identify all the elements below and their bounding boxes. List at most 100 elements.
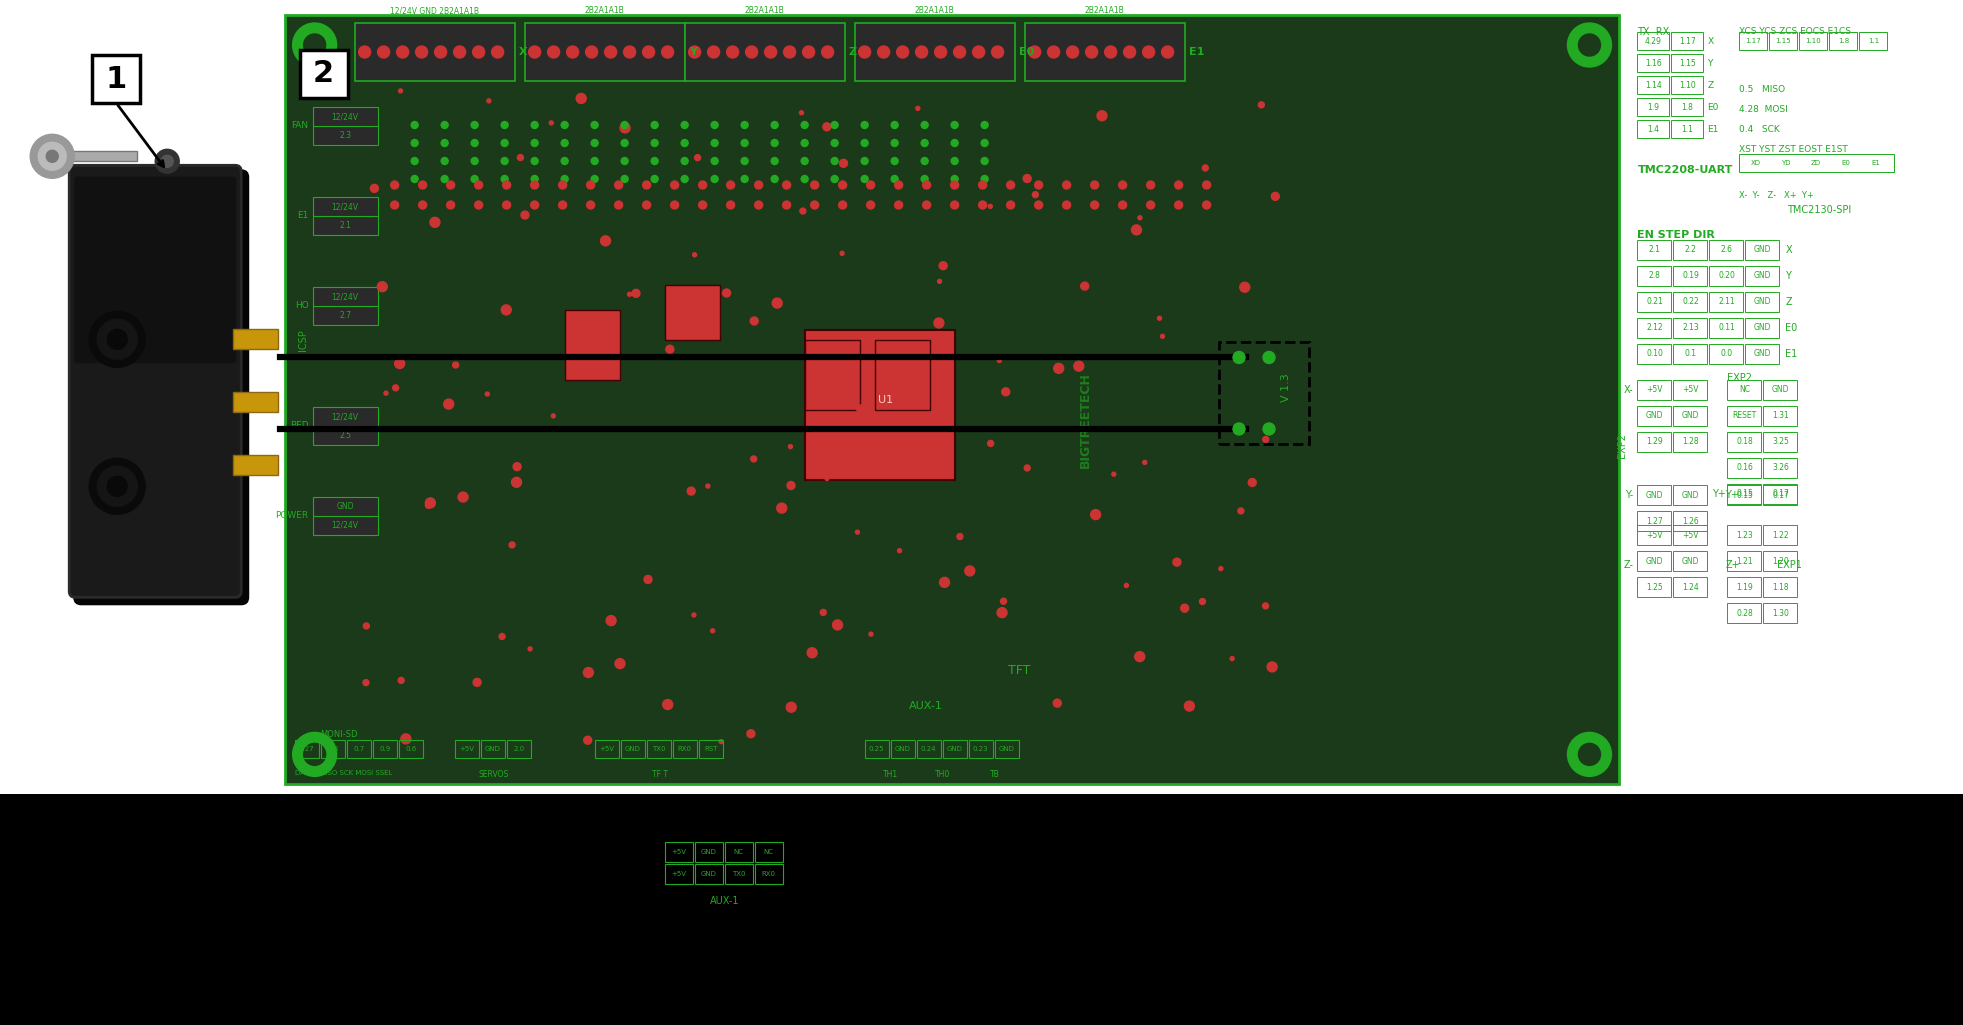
- Circle shape: [620, 139, 628, 147]
- Circle shape: [652, 122, 658, 128]
- Text: 1.20: 1.20: [1773, 557, 1788, 566]
- Circle shape: [870, 632, 874, 637]
- Circle shape: [395, 359, 404, 369]
- Circle shape: [552, 414, 556, 418]
- Circle shape: [471, 175, 479, 182]
- Circle shape: [1231, 657, 1235, 660]
- Circle shape: [891, 158, 899, 164]
- Text: Z: Z: [1708, 81, 1714, 89]
- Circle shape: [1086, 46, 1097, 58]
- Circle shape: [487, 98, 491, 103]
- Circle shape: [742, 158, 748, 164]
- Text: BIGTREETECH: BIGTREETECH: [1080, 372, 1091, 467]
- Circle shape: [938, 261, 948, 270]
- Text: 3.26: 3.26: [1773, 463, 1788, 473]
- Circle shape: [430, 217, 440, 228]
- Text: EXP2: EXP2: [1618, 433, 1627, 457]
- Text: MONI-SD: MONI-SD: [320, 731, 357, 739]
- FancyBboxPatch shape: [312, 287, 377, 306]
- Text: 2.0: 2.0: [512, 746, 524, 752]
- Circle shape: [964, 566, 976, 576]
- FancyBboxPatch shape: [665, 285, 720, 339]
- Text: 0.23: 0.23: [974, 746, 989, 752]
- Circle shape: [923, 201, 930, 209]
- Text: SERVOS: SERVOS: [479, 771, 508, 779]
- Text: GND: GND: [1753, 272, 1771, 281]
- Circle shape: [1001, 387, 1009, 396]
- Circle shape: [620, 123, 630, 133]
- FancyBboxPatch shape: [565, 310, 620, 379]
- Text: 4.28  MOSI: 4.28 MOSI: [1739, 106, 1788, 115]
- Circle shape: [1139, 215, 1142, 219]
- Circle shape: [652, 175, 658, 182]
- Text: GND: GND: [1682, 411, 1700, 420]
- Circle shape: [748, 730, 756, 738]
- Circle shape: [1268, 662, 1278, 672]
- Circle shape: [750, 456, 756, 462]
- Circle shape: [811, 201, 819, 209]
- Circle shape: [1119, 201, 1127, 209]
- Circle shape: [711, 175, 718, 182]
- Circle shape: [950, 201, 958, 209]
- Text: Y: Y: [1708, 58, 1714, 68]
- Circle shape: [1578, 743, 1600, 766]
- Text: HO: HO: [294, 301, 308, 311]
- Circle shape: [771, 158, 777, 164]
- Circle shape: [980, 181, 987, 189]
- Circle shape: [475, 201, 483, 209]
- FancyBboxPatch shape: [312, 107, 377, 126]
- Circle shape: [742, 122, 748, 128]
- Text: 2.12: 2.12: [1647, 324, 1663, 332]
- Text: 1.17: 1.17: [1678, 37, 1696, 45]
- Circle shape: [952, 175, 958, 182]
- Text: 0.8: 0.8: [328, 746, 338, 752]
- Text: +5V: +5V: [671, 871, 687, 877]
- Text: Z-: Z-: [1623, 560, 1633, 570]
- Circle shape: [1219, 567, 1223, 571]
- Circle shape: [605, 46, 616, 58]
- Circle shape: [1239, 508, 1245, 514]
- Circle shape: [771, 139, 777, 147]
- Text: NC: NC: [1739, 385, 1749, 395]
- Text: E1: E1: [1190, 47, 1203, 57]
- Circle shape: [681, 158, 689, 164]
- Text: XST YST ZST EOST E1ST: XST YST ZST EOST E1ST: [1739, 146, 1849, 155]
- Text: TX0: TX0: [732, 871, 746, 877]
- Circle shape: [711, 139, 718, 147]
- Circle shape: [982, 122, 987, 128]
- Text: +5V: +5V: [671, 850, 687, 856]
- Circle shape: [550, 121, 554, 125]
- Text: 1.27: 1.27: [1647, 517, 1663, 526]
- Circle shape: [1262, 437, 1268, 443]
- Text: TMC2208-UART: TMC2208-UART: [1637, 165, 1733, 175]
- Circle shape: [587, 201, 595, 209]
- Text: POWER: POWER: [275, 511, 308, 521]
- Text: AUX-1: AUX-1: [711, 897, 740, 906]
- Text: TF T: TF T: [652, 771, 667, 779]
- Circle shape: [628, 292, 632, 296]
- Text: 0.16: 0.16: [1735, 463, 1753, 473]
- Circle shape: [921, 139, 928, 147]
- Text: E1: E1: [1871, 160, 1881, 166]
- Text: GND: GND: [336, 502, 353, 511]
- Text: +5V: +5V: [1647, 531, 1663, 539]
- Text: 1.31: 1.31: [1773, 411, 1788, 420]
- Circle shape: [583, 736, 591, 744]
- Text: GND: GND: [701, 871, 716, 877]
- Circle shape: [897, 442, 903, 448]
- Circle shape: [642, 46, 654, 58]
- FancyBboxPatch shape: [355, 23, 514, 81]
- Circle shape: [787, 482, 795, 490]
- Circle shape: [1162, 46, 1174, 58]
- Circle shape: [754, 201, 764, 209]
- Circle shape: [444, 399, 453, 409]
- Circle shape: [359, 46, 371, 58]
- Text: 0.15: 0.15: [1735, 491, 1753, 499]
- Circle shape: [726, 46, 738, 58]
- FancyBboxPatch shape: [312, 306, 377, 325]
- Circle shape: [1142, 460, 1146, 464]
- Circle shape: [161, 156, 173, 167]
- Text: 1.1: 1.1: [1682, 124, 1694, 133]
- Text: RX0: RX0: [677, 746, 691, 752]
- Text: Y+: Y+: [1712, 489, 1725, 499]
